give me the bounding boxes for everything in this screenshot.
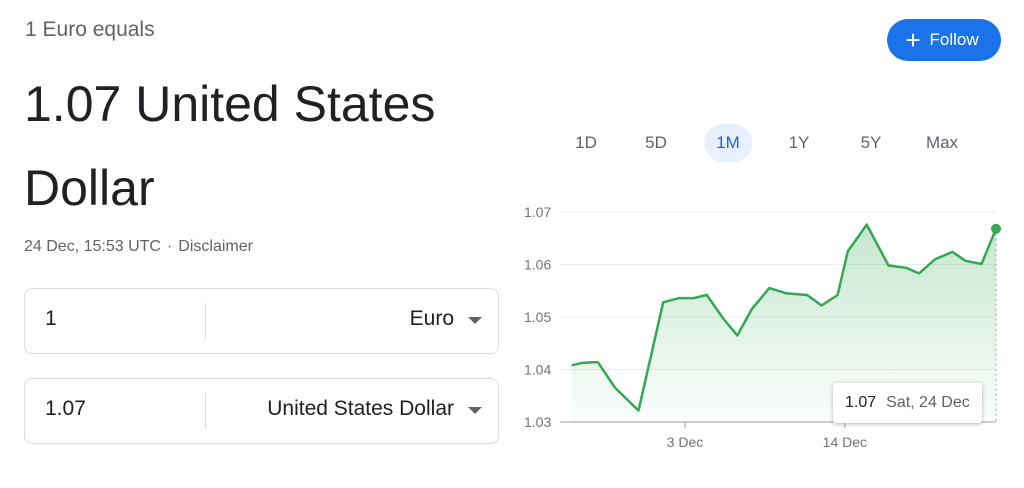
divider [205, 393, 206, 429]
current-value-point [991, 223, 1001, 234]
chart-tooltip: 1.07 Sat, 24 Dec [833, 383, 982, 423]
chevron-down-icon [468, 406, 482, 414]
to-currency-row: United States Dollar [24, 378, 499, 444]
from-currency-select[interactable]: Euro [410, 307, 482, 331]
follow-button[interactable]: + Follow [887, 19, 1001, 61]
to-currency-select[interactable]: United States Dollar [267, 397, 482, 421]
tooltip-date: Sat, 24 Dec [886, 394, 970, 411]
y-tick-label: 1.04 [524, 362, 551, 378]
y-tick-label: 1.05 [524, 309, 551, 325]
conversion-subtitle: 1 Euro equals [25, 18, 155, 41]
follow-label: Follow [929, 30, 979, 49]
timestamp-line: 24 Dec, 15:53 UTC · Disclaimer [24, 238, 253, 256]
y-tick-label: 1.03 [524, 414, 551, 430]
tab-1d[interactable]: 1D [575, 133, 597, 152]
range-tabs: 1D 5D 1M 1Y 5Y Max [560, 124, 990, 162]
tab-1m[interactable]: 1M [704, 124, 752, 162]
tab-5y[interactable]: 5Y [860, 133, 882, 152]
chevron-down-icon [468, 316, 482, 324]
x-tick-label: 3 Dec [667, 434, 704, 450]
to-currency-label: United States Dollar [267, 397, 454, 420]
x-tick-label: 14 Dec [823, 434, 867, 450]
plus-icon: + [905, 25, 921, 55]
from-currency-label: Euro [409, 307, 454, 330]
tab-max[interactable]: Max [925, 133, 959, 152]
to-amount-input[interactable] [45, 397, 215, 421]
exchange-rate-chart[interactable]: 1.07 1.06 1.05 1.04 1.03 3 Dec 14 Dec [510, 196, 1010, 466]
from-amount-input[interactable] [45, 307, 215, 331]
y-tick-label: 1.07 [524, 204, 551, 220]
disclaimer-link[interactable]: Disclaimer [178, 238, 253, 255]
conversion-result: 1.07 United States Dollar [24, 76, 436, 216]
from-currency-row: Euro [24, 288, 499, 354]
timestamp: 24 Dec, 15:53 UTC [24, 238, 161, 255]
separator: · [166, 238, 173, 255]
tooltip-value: 1.07 [845, 394, 877, 411]
tab-1y[interactable]: 1Y [788, 133, 810, 152]
tab-5d[interactable]: 5D [645, 133, 667, 152]
divider [205, 303, 206, 339]
series-line [571, 223, 998, 412]
series-area [571, 224, 996, 422]
y-tick-label: 1.06 [524, 257, 551, 273]
